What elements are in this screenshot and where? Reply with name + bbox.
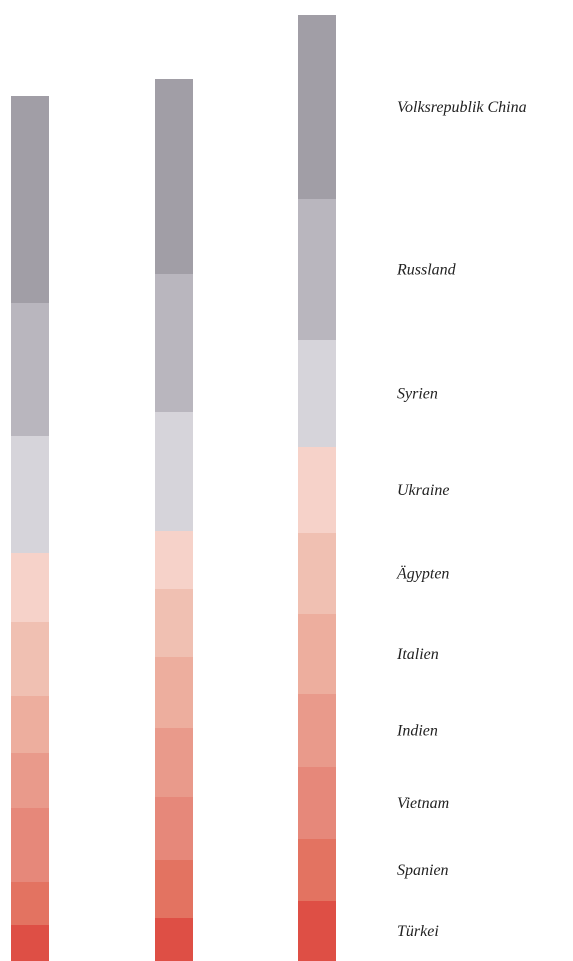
legend-label: Ägypten xyxy=(396,565,449,583)
bar-segment xyxy=(155,589,193,657)
bar-segment xyxy=(11,696,49,753)
bar-segment xyxy=(11,436,49,553)
bar-segment xyxy=(155,728,193,797)
bar-segment xyxy=(11,808,49,882)
bar-segment xyxy=(298,901,336,961)
bar-segment xyxy=(155,412,193,531)
bar-segment xyxy=(11,622,49,696)
bar-segment xyxy=(11,925,49,961)
bar-segment xyxy=(155,860,193,918)
legend-label: Volksrepublik China xyxy=(397,99,527,116)
legend-label: Spanien xyxy=(397,862,449,879)
bar-segment xyxy=(155,79,193,274)
bar-segment xyxy=(11,553,49,622)
bar-segment xyxy=(155,797,193,860)
bar-segment xyxy=(155,274,193,412)
bar-segment xyxy=(298,694,336,767)
legend-label: Syrien xyxy=(397,386,438,403)
bar-segment xyxy=(298,533,336,614)
bar-segment xyxy=(155,918,193,961)
bar-segment xyxy=(298,447,336,533)
bar-segment xyxy=(298,614,336,694)
bar-segment xyxy=(298,839,336,901)
legend-label: Vietnam xyxy=(397,795,449,812)
bar-segment xyxy=(11,96,49,303)
bar-segment xyxy=(11,882,49,925)
legend-label: Italien xyxy=(396,646,439,663)
legend-label: Ukraine xyxy=(397,482,449,499)
bar-segment xyxy=(155,531,193,589)
bar-segment xyxy=(11,753,49,808)
legend-label: Türkei xyxy=(397,923,439,940)
bar-segment xyxy=(155,657,193,728)
legend-label: Russland xyxy=(396,262,457,279)
bar-segment xyxy=(298,767,336,839)
bar-segment xyxy=(298,199,336,340)
bar-segment xyxy=(298,340,336,447)
legend-label: Indien xyxy=(396,723,438,740)
bar-segment xyxy=(11,303,49,436)
bar-segment xyxy=(298,15,336,199)
